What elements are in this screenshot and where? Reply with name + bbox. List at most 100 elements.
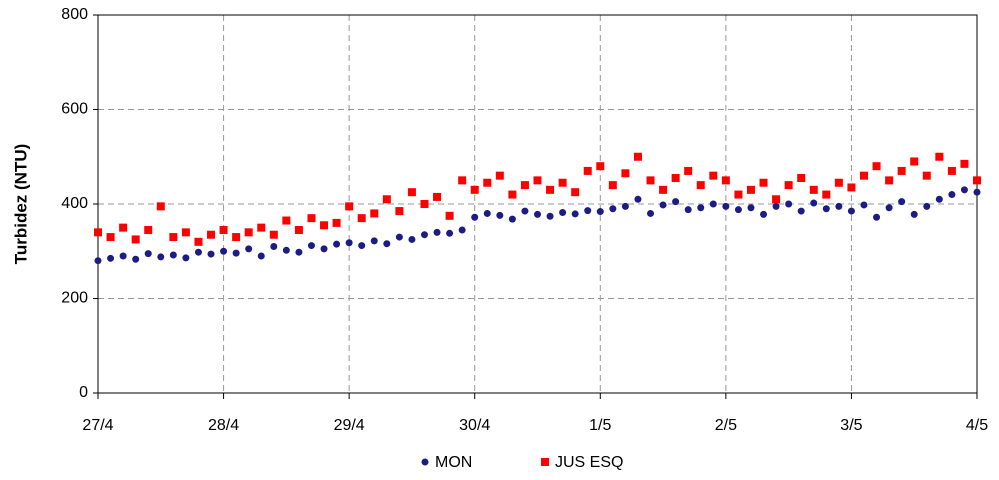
- point: [257, 223, 266, 232]
- point: [132, 255, 140, 263]
- point: [332, 218, 341, 227]
- point: [207, 250, 215, 258]
- point: [621, 169, 630, 178]
- point: [508, 215, 516, 223]
- point: [94, 257, 102, 265]
- point: [106, 233, 115, 242]
- point: [885, 176, 894, 185]
- point: [546, 185, 555, 194]
- point: [722, 202, 730, 210]
- point: [420, 200, 429, 208]
- point: [973, 176, 981, 185]
- point: [471, 213, 479, 221]
- point: [646, 176, 655, 185]
- point: [746, 185, 755, 194]
- point: [119, 252, 127, 260]
- point: [797, 174, 806, 183]
- point: [859, 171, 868, 180]
- point: [156, 202, 165, 211]
- point: [433, 192, 442, 201]
- point: [910, 210, 918, 218]
- point: [232, 249, 240, 257]
- point: [659, 185, 668, 194]
- point: [709, 200, 717, 208]
- point: [521, 207, 529, 215]
- point: [370, 209, 379, 218]
- x-tick-label: 30/4: [459, 417, 490, 434]
- x-tick-label: 2/5: [715, 417, 737, 434]
- x-tick-label: 27/4: [82, 417, 113, 434]
- point: [772, 202, 780, 210]
- point: [408, 235, 416, 243]
- point: [383, 240, 391, 248]
- point: [219, 225, 228, 234]
- point: [144, 250, 152, 258]
- point: [571, 210, 579, 218]
- point: [445, 211, 454, 220]
- point: [935, 152, 944, 161]
- point: [294, 225, 303, 234]
- point: [772, 195, 781, 204]
- point: [546, 212, 554, 220]
- point: [407, 188, 416, 197]
- point: [684, 206, 692, 214]
- point: [897, 166, 906, 175]
- point: [182, 254, 190, 262]
- point: [295, 248, 303, 256]
- point: [960, 159, 969, 168]
- point: [621, 202, 629, 210]
- point: [169, 251, 177, 259]
- point: [834, 178, 843, 187]
- point: [923, 202, 931, 210]
- point: [596, 162, 605, 171]
- point: [583, 166, 592, 175]
- point: [659, 201, 667, 209]
- plot-frame: [97, 14, 978, 394]
- point: [759, 178, 768, 187]
- point: [144, 225, 153, 234]
- point: [684, 166, 693, 175]
- point: [760, 210, 768, 218]
- point: [672, 198, 680, 206]
- x-tick-label: 3/5: [840, 417, 862, 434]
- point: [898, 198, 906, 206]
- x-tick-label: 1/5: [589, 417, 611, 434]
- legend-label: MON: [435, 454, 472, 471]
- point: [131, 235, 140, 244]
- point: [809, 185, 818, 194]
- y-tick-label: 800: [61, 6, 88, 23]
- point: [785, 200, 793, 208]
- point: [496, 211, 504, 219]
- point: [107, 254, 115, 262]
- point: [458, 176, 467, 185]
- y-axis-label: Turbidez (NTU): [11, 144, 30, 265]
- point: [721, 176, 730, 185]
- point: [270, 243, 278, 251]
- point: [885, 204, 893, 212]
- point: [446, 229, 454, 237]
- point: [633, 152, 642, 161]
- point: [282, 246, 290, 254]
- point: [181, 228, 190, 237]
- point: [245, 245, 253, 253]
- point: [734, 206, 742, 214]
- point: [357, 214, 366, 223]
- point: [558, 178, 567, 187]
- point: [922, 171, 931, 180]
- x-tick-label: 29/4: [334, 417, 365, 434]
- point: [207, 230, 216, 239]
- point: [157, 253, 165, 261]
- point: [697, 204, 705, 212]
- point: [822, 205, 830, 213]
- point: [269, 230, 278, 239]
- point: [508, 190, 517, 199]
- point: [194, 237, 203, 246]
- point: [345, 202, 354, 211]
- point: [358, 242, 366, 250]
- point: [395, 207, 404, 216]
- point: [935, 195, 943, 203]
- point: [696, 181, 705, 190]
- point: [810, 199, 818, 207]
- point: [470, 185, 479, 194]
